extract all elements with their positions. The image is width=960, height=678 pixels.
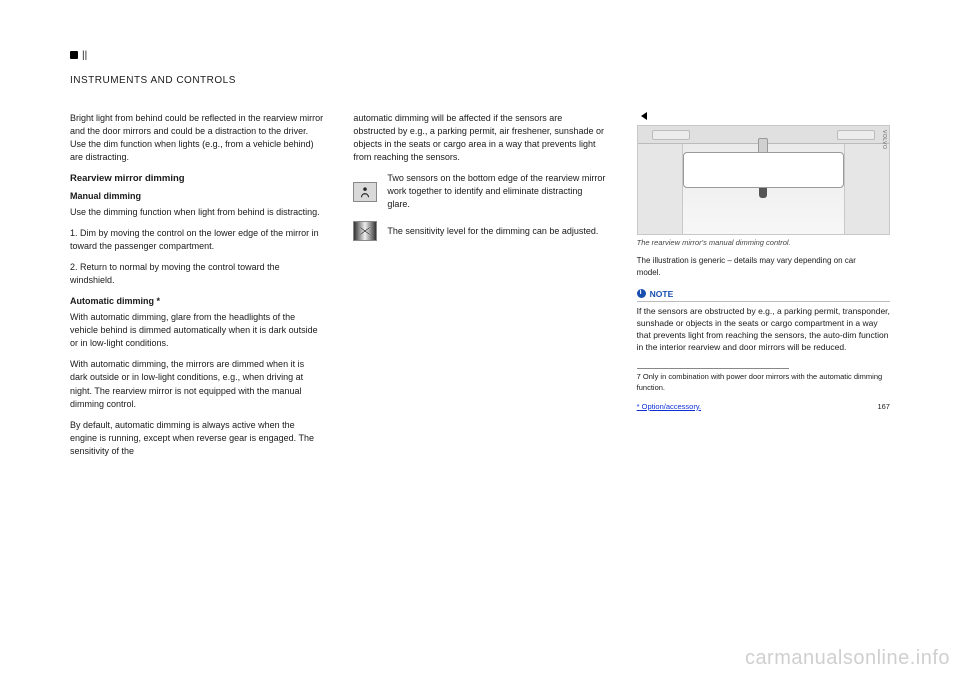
step-2: 2. Return to normal by moving the contro…: [70, 261, 323, 287]
auto-p1: With automatic dimming, glare from the h…: [70, 311, 323, 350]
figure-note: The illustration is generic – details ma…: [637, 255, 882, 278]
image-credit: VOLVO: [880, 130, 887, 149]
sunvisor-left: [652, 130, 690, 140]
option-accessory-link[interactable]: * Option/accessory.: [637, 402, 701, 411]
sensor-icon-row: Two sensors on the bottom edge of the re…: [353, 172, 606, 211]
column-2: automatic dimming will be affected if th…: [353, 112, 606, 466]
step-1: 1. Dim by moving the control on the lowe…: [70, 227, 323, 253]
sensitivity-icon: [353, 221, 377, 241]
info-icon: [637, 289, 646, 298]
cross-arrows-icon: [358, 224, 372, 238]
subheading-auto: Automatic dimming *: [70, 295, 323, 308]
figure-caption: The rearview mirror's manual dimming con…: [637, 238, 890, 249]
mirror-figure: VOLVO The rearview mirror's manual dimmi…: [637, 125, 890, 249]
watermark: carmanualsonline.info: [745, 647, 950, 670]
note-body: If the sensors are obstructed by e.g., a…: [637, 306, 890, 354]
auto-p3b: automatic dimming will be affected if th…: [353, 112, 606, 164]
heading-dimming: Rearview mirror dimming: [70, 172, 323, 186]
subheading-manual: Manual dimming: [70, 190, 323, 203]
mirror-illustration: VOLVO: [637, 125, 890, 235]
sensitivity-icon-row: The sensitivity level for the dimming ca…: [353, 221, 606, 241]
mirror-knob: [759, 188, 767, 198]
continuation-arrow-icon: [641, 112, 647, 120]
section-title: INSTRUMENTS AND CONTROLS: [70, 75, 890, 86]
page-number: 167: [877, 402, 890, 413]
note-label: NOTE: [650, 289, 674, 299]
note-heading: NOTE: [637, 288, 890, 302]
sunvisor-right: [837, 130, 875, 140]
footnote-rule: [637, 368, 789, 369]
sensor-icon-text: Two sensors on the bottom edge of the re…: [387, 172, 606, 211]
footnote-option: * Option/accessory. 167: [637, 402, 890, 413]
column-1: Bright light from behind could be reflec…: [70, 112, 323, 466]
footnote-num: 7: [637, 372, 641, 381]
footnote-7: 7 Only in combination with power door mi…: [637, 372, 890, 394]
auto-p2: With automatic dimming, the mirrors are …: [70, 358, 323, 410]
mirror-glass: [683, 152, 844, 188]
header-marker: ||: [70, 50, 890, 61]
auto-p3a: By default, automatic dimming is always …: [70, 419, 323, 458]
intro-paragraph: Bright light from behind could be reflec…: [70, 112, 323, 164]
sensitivity-icon-text: The sensitivity level for the dimming ca…: [387, 225, 606, 238]
column-3: VOLVO The rearview mirror's manual dimmi…: [637, 112, 890, 466]
manual-desc: Use the dimming function when light from…: [70, 206, 323, 219]
section-icon: [70, 51, 78, 59]
manual-page: || INSTRUMENTS AND CONTROLS Bright light…: [0, 0, 960, 678]
person-sensor-icon: [353, 182, 377, 202]
marker-text: ||: [82, 50, 87, 61]
person-icon: [358, 185, 372, 199]
footnote-text: Only in combination with power door mirr…: [637, 372, 883, 392]
content-columns: Bright light from behind could be reflec…: [70, 112, 890, 466]
